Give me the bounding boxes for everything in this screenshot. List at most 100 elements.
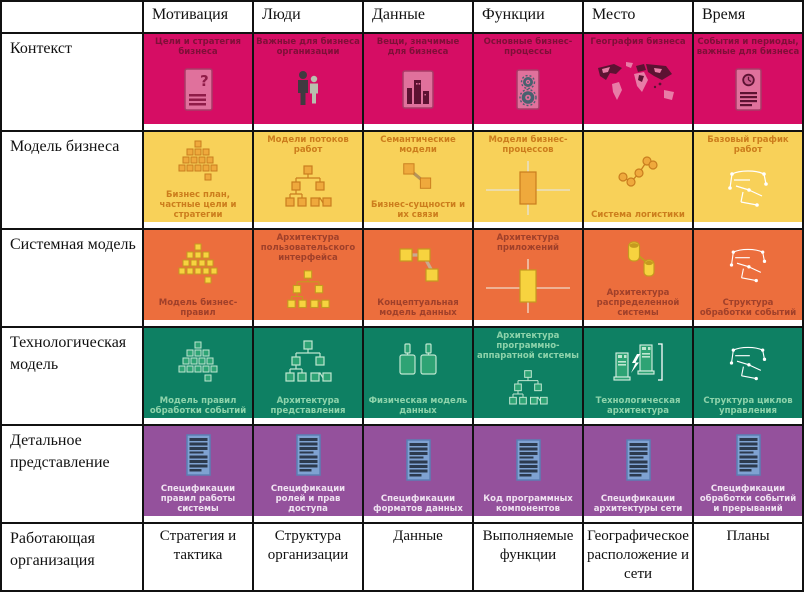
- row-label-detail-view: Детальное представление: [2, 426, 142, 522]
- distributed-cylinders-icon: [614, 233, 662, 288]
- cell-context-place: География бизнеса: [584, 34, 692, 130]
- cell-caption: Технологическая архитектура: [595, 395, 681, 416]
- column-header-place: Место: [584, 2, 692, 32]
- cell-caption: Спецификации обработки событий и прерыва…: [699, 483, 797, 514]
- cell-caption: Спецификации ролей и прав доступа: [270, 483, 346, 514]
- spec-document-icon: [394, 429, 442, 494]
- cell-business-place: Система логистики: [584, 132, 692, 228]
- cell-technology-place: Технологическая архитектура: [584, 328, 692, 424]
- row-label-business-model: Модель бизнеса: [2, 132, 142, 228]
- spec-document-icon: [614, 429, 662, 494]
- footer-cell-data: Данные: [364, 524, 472, 590]
- cell-business-data: Семантические модели Бизнес-сущности и и…: [364, 132, 472, 228]
- footer-cell-geo: Географическое расположение и сети: [584, 524, 692, 590]
- process-box-icon: [486, 155, 570, 220]
- cell-system-time: Структура обработки событий: [694, 230, 802, 326]
- footer-cell-plans: Планы: [694, 524, 802, 590]
- row-label-system-model: Системная модель: [2, 230, 142, 326]
- cell-caption: Основные бизнес-процессы: [483, 37, 573, 58]
- cell-detail-functions: Код программных компонентов: [474, 426, 582, 522]
- column-header-motivation: Мотивация: [144, 2, 252, 32]
- computers-bolt-icon: [610, 331, 666, 396]
- world-map-icon: [592, 47, 684, 122]
- cell-caption: Важные для бизнеса организации: [256, 37, 360, 58]
- cell-caption: Система логистики: [591, 209, 685, 220]
- cell-detail-people: Спецификации ролей и прав доступа: [254, 426, 362, 522]
- cell-detail-data: Спецификации форматов данных: [364, 426, 472, 522]
- spec-document-icon: [504, 429, 552, 494]
- cell-caption: Структура циклов управления: [703, 395, 793, 416]
- cell-caption: Спецификации правил работы системы: [160, 483, 236, 514]
- cell-caption: Архитектура программно-аппаратной систем…: [477, 331, 579, 362]
- spec-document-icon: [174, 429, 222, 484]
- cell-system-motivation: Модель бизнес-правил: [144, 230, 252, 326]
- cell-caption: Вещи, значимые для бизнеса: [376, 37, 460, 58]
- cell-detail-motivation: Спецификации правил работы системы: [144, 426, 252, 522]
- people-icon: [284, 57, 332, 122]
- cell-system-place: Архитектура распределенной системы: [584, 230, 692, 326]
- hierarchy-icon: [284, 155, 332, 220]
- entity-link-icon: [397, 155, 439, 200]
- cell-caption: Базовый график работ: [707, 135, 789, 156]
- cell-context-functions: Основные бизнес-процессы: [474, 34, 582, 130]
- white-sketch-icon: [721, 155, 775, 220]
- spec-document-icon: [724, 429, 772, 484]
- cell-caption: Архитектура распределенной системы: [596, 287, 680, 318]
- cell-business-time: Базовый график работ: [694, 132, 802, 228]
- cell-context-people: Важные для бизнеса организации: [254, 34, 362, 130]
- buildings-icon: [394, 57, 442, 122]
- cell-technology-motivation: Модель правил обработки событий: [144, 328, 252, 424]
- document-question-icon: [174, 57, 222, 122]
- cell-context-motivation: Цели и стратегия бизнеса: [144, 34, 252, 130]
- cell-technology-time: Структура циклов управления: [694, 328, 802, 424]
- cell-technology-functions: Архитектура программно-аппаратной систем…: [474, 328, 582, 424]
- cell-caption: Концептуальная модель данных: [377, 297, 459, 318]
- corner-cell: [2, 2, 142, 32]
- cell-caption: Бизнес-сущности и их связи: [370, 199, 466, 220]
- cell-detail-place: Спецификации архитектуры сети: [584, 426, 692, 522]
- pyramid-icon: [174, 331, 222, 396]
- cell-caption: Семантические модели: [380, 135, 456, 156]
- cell-caption: Спецификации архитектуры сети: [593, 493, 683, 514]
- cell-system-people: Архитектура пользовательского интерфейса: [254, 230, 362, 326]
- column-header-people: Люди: [254, 2, 362, 32]
- cell-caption: Физическая модель данных: [368, 395, 468, 416]
- row-label-context: Контекст: [2, 34, 142, 130]
- pyramid-icon: [174, 233, 222, 298]
- data-pair-icon: [394, 331, 442, 396]
- cell-business-people: Модели потоков работ: [254, 132, 362, 228]
- logistics-nodes-icon: [614, 135, 662, 210]
- row-label-working-organization: Работающая организация: [2, 524, 142, 590]
- cell-system-data: Концептуальная модель данных: [364, 230, 472, 326]
- column-header-functions: Функции: [474, 2, 582, 32]
- cell-business-motivation: Бизнес план, частные цели и стратегии: [144, 132, 252, 228]
- hierarchy-icon: [508, 361, 548, 416]
- column-header-time: Время: [694, 2, 802, 32]
- spec-document-icon: [284, 429, 332, 484]
- document-gears-icon: [504, 57, 552, 122]
- cell-caption: Цели и стратегия бизнеса: [154, 37, 242, 58]
- cell-caption: Модели бизнес-процессов: [488, 135, 568, 156]
- cell-caption: Модель бизнес-правил: [158, 297, 238, 318]
- hierarchy-icon: [284, 331, 332, 396]
- white-sketch-icon: [721, 233, 775, 298]
- cell-caption: Архитектура представления: [270, 395, 346, 416]
- row-label-technology-model: Технологическая модель: [2, 328, 142, 424]
- cell-technology-data: Физическая модель данных: [364, 328, 472, 424]
- hierarchy-icon: [286, 263, 330, 318]
- cell-caption: Архитектура приложений: [496, 233, 560, 254]
- cell-detail-time: Спецификации обработки событий и прерыва…: [694, 426, 802, 522]
- cell-caption: Структура обработки событий: [699, 297, 797, 318]
- cell-caption: География бизнеса: [590, 37, 686, 47]
- entity-link3-icon: [394, 233, 442, 298]
- column-header-data: Данные: [364, 2, 472, 32]
- cell-caption: Архитектура пользовательского интерфейса: [260, 233, 356, 264]
- footer-cell-org-structure: Структура организации: [254, 524, 362, 590]
- cell-technology-people: Архитектура представления: [254, 328, 362, 424]
- process-box-icon: [486, 253, 570, 318]
- cell-caption: Код программных компонентов: [483, 493, 573, 514]
- cell-context-time: События и периоды, важные для бизнеса: [694, 34, 802, 130]
- footer-cell-strategy: Стратегия и тактика: [144, 524, 252, 590]
- cell-caption: Бизнес план, частные цели и стратегии: [159, 189, 237, 220]
